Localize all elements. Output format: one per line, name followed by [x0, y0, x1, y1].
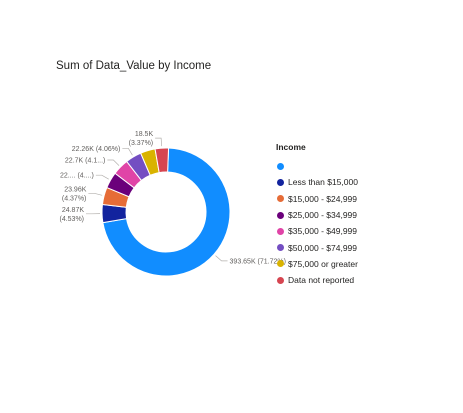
legend-dot-icon [277, 162, 284, 170]
data-label: 18.5K (3.37%) [129, 131, 154, 147]
data-label: 22.... (4....) [60, 173, 94, 180]
legend-item[interactable]: Data not reported [276, 272, 416, 288]
legend-dot-icon [277, 178, 284, 186]
legend-dot-icon [277, 211, 284, 219]
data-label: 22.26K (4.06%) [72, 146, 121, 153]
legend-item[interactable] [276, 158, 416, 174]
data-label-leader [155, 137, 163, 147]
donut-slice[interactable] [154, 147, 170, 174]
legend-label: $35,000 - $49,999 [288, 226, 358, 237]
legend-label: $50,000 - $74,999 [288, 242, 358, 253]
legend-label: Less than $15,000 [288, 177, 358, 188]
data-label-leader [95, 174, 109, 180]
data-label-leader [122, 147, 133, 156]
data-label: 393.65K (71.72%) [230, 258, 286, 265]
legend-item[interactable]: Less than $15,000 [276, 174, 416, 190]
data-label: 24.87K (4.53%) [60, 207, 85, 223]
data-label-leader [215, 255, 228, 262]
data-label: 22.7K (4.1...) [65, 157, 105, 164]
legend-dot-icon [277, 244, 284, 252]
legend-label: Data not reported [288, 275, 355, 286]
data-label-leader [107, 159, 120, 166]
data-label: 23.96K (4.37%) [62, 186, 87, 202]
legend-item[interactable]: $25,000 - $34,999 [276, 207, 416, 223]
donut-slice[interactable] [102, 147, 231, 277]
legend-title: Income [276, 142, 306, 152]
legend-label: $25,000 - $34,999 [288, 210, 358, 221]
legend-dot-icon [277, 195, 284, 203]
legend: Income Less than $15,000 $15,000 - $24,99… [276, 142, 416, 288]
legend-item[interactable]: $75,000 or greater [276, 256, 416, 272]
legend-dot-icon [277, 276, 284, 284]
data-label-leader [88, 192, 103, 196]
legend-label: $75,000 or greater [288, 258, 358, 269]
legend-item[interactable]: $15,000 - $24,999 [276, 191, 416, 207]
legend-dot-icon [277, 227, 284, 235]
legend-item[interactable]: $35,000 - $49,999 [276, 223, 416, 239]
legend-label: $15,000 - $24,999 [288, 193, 358, 204]
legend-item[interactable]: $50,000 - $74,999 [276, 239, 416, 255]
chart-title: Sum of Data_Value by Income [56, 60, 212, 72]
legend-dot-icon [277, 260, 284, 268]
